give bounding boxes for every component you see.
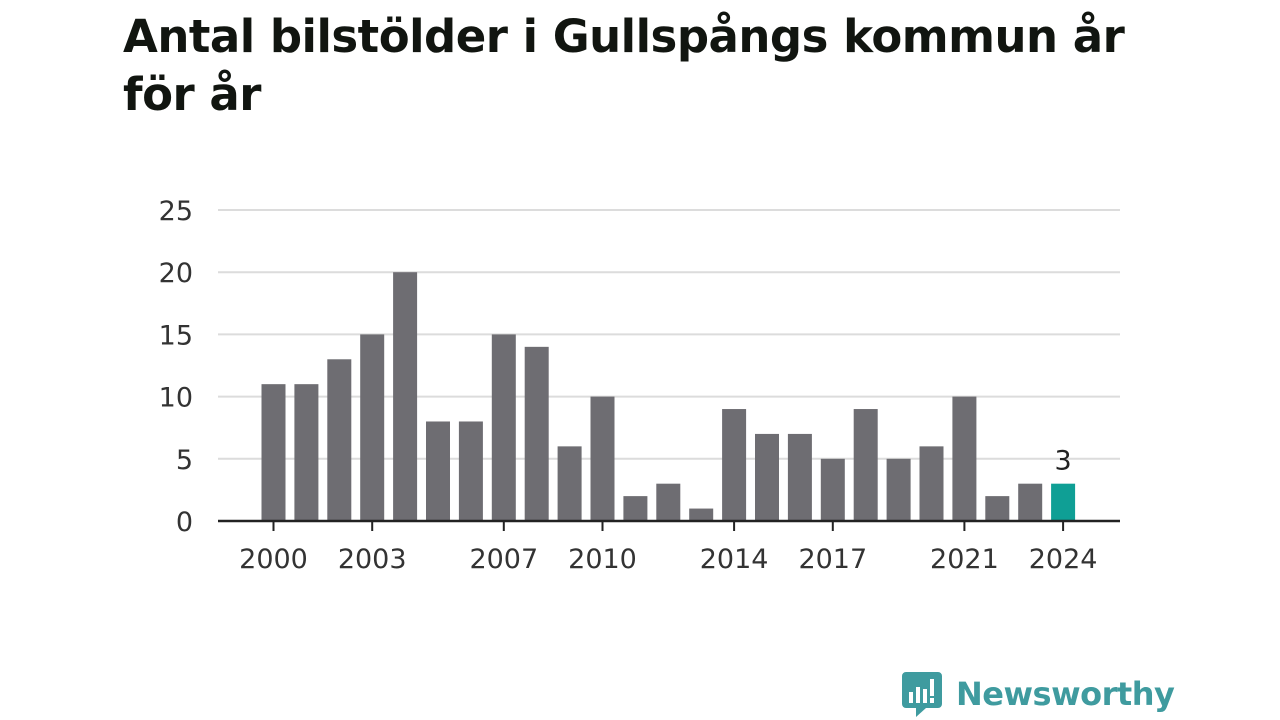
- data-labels: 3: [1055, 446, 1072, 477]
- bar: [853, 409, 878, 521]
- data-label-2024: 3: [1055, 446, 1072, 477]
- x-tick-label: 2014: [700, 544, 769, 575]
- x-tick-label: 2007: [469, 544, 538, 575]
- bar: [393, 272, 418, 521]
- x-tick-label: 2003: [338, 544, 407, 575]
- y-axis-ticks: 0 5 10 15 20 25: [159, 196, 193, 538]
- bar: [557, 446, 582, 521]
- bar: [787, 433, 812, 521]
- x-tick-label: 2000: [239, 544, 308, 575]
- bar: [491, 334, 516, 521]
- bar: [623, 496, 648, 521]
- bar: [1018, 483, 1043, 521]
- y-tick-label: 0: [176, 507, 193, 538]
- newsworthy-logo: Newsworthy: [902, 670, 1175, 718]
- bar: [985, 496, 1010, 521]
- x-tick-label: 2021: [930, 544, 999, 575]
- bar: [294, 384, 319, 521]
- x-axis-ticks: 2000 2003 2007 2010 2014 2017 2021 2024: [239, 521, 1097, 575]
- bar: [524, 346, 549, 521]
- bar: [755, 433, 779, 521]
- x-tick-label: 2010: [568, 544, 637, 575]
- bar-highlight: [1051, 483, 1076, 521]
- bar: [327, 359, 352, 521]
- bars: [261, 272, 1076, 521]
- gridlines: [218, 209, 1120, 460]
- x-tick-label: 2017: [798, 544, 867, 575]
- bar: [261, 384, 286, 521]
- bar: [426, 421, 450, 521]
- bar: [722, 409, 747, 521]
- y-tick-label: 15: [159, 320, 193, 351]
- bar: [656, 483, 681, 521]
- bar: [689, 508, 714, 521]
- bar: [952, 396, 977, 521]
- chat-bubble-bar-chart-icon: [902, 672, 942, 717]
- y-tick-label: 5: [176, 445, 193, 476]
- x-tick-label: 2024: [1029, 544, 1098, 575]
- y-tick-label: 10: [159, 383, 193, 414]
- y-tick-label: 20: [159, 258, 193, 289]
- bar: [590, 396, 615, 521]
- y-tick-label: 25: [159, 196, 193, 227]
- brand-name: Newsworthy: [956, 675, 1175, 713]
- bar: [919, 446, 944, 521]
- bar: [820, 458, 845, 521]
- bar: [458, 421, 483, 521]
- bar: [886, 458, 911, 521]
- chart-title: Antal bilstölder i Gullspångs kommun år …: [123, 10, 1125, 121]
- bar: [360, 334, 385, 521]
